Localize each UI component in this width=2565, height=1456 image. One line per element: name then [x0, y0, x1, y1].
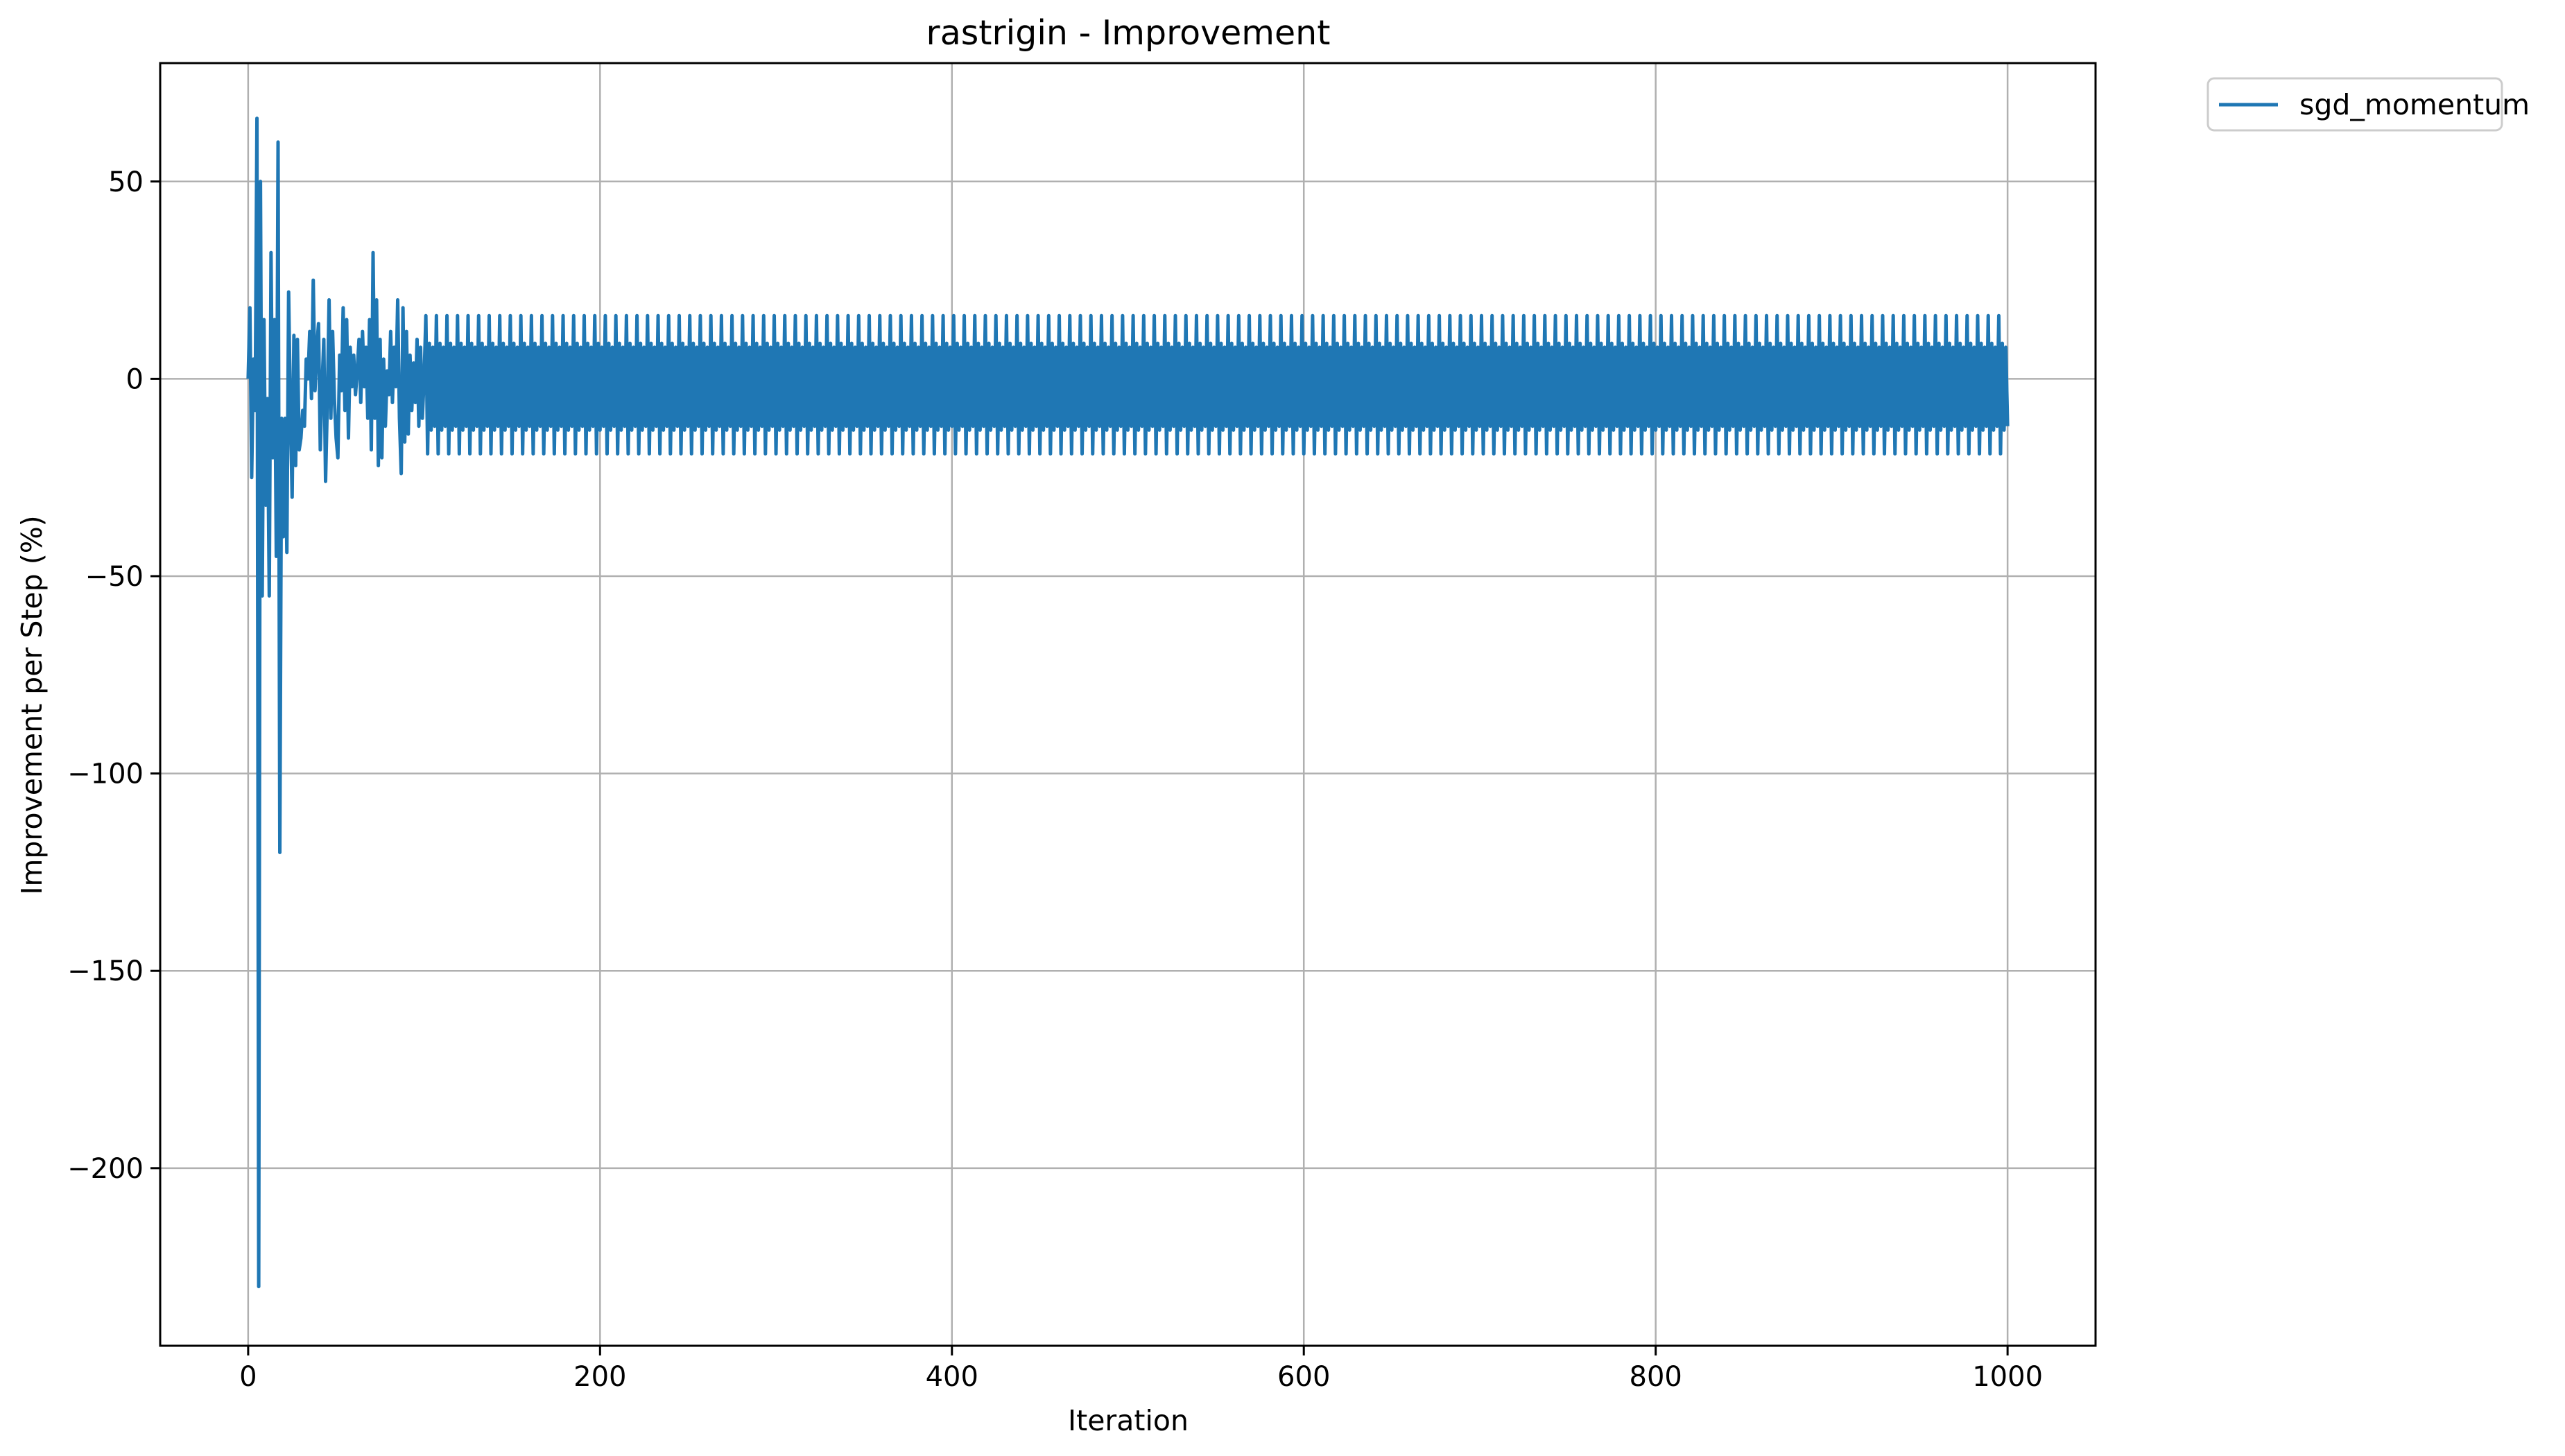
y-tick-label: 50	[108, 166, 144, 198]
y-axis-ticks: 50 0 −50 −100 −150 −200	[67, 166, 160, 1185]
y-axis-label: Improvement per Step (%)	[15, 515, 49, 894]
y-tick-label: −150	[67, 955, 144, 987]
x-axis-ticks: 0 200 400 600 800 1000	[239, 1346, 2043, 1393]
x-tick-label: 400	[926, 1361, 978, 1393]
plot-frame	[159, 62, 2097, 1347]
legend-frame	[2206, 77, 2503, 132]
x-tick-label: 1000	[1972, 1361, 2043, 1393]
x-tick-label: 200	[573, 1361, 626, 1393]
grid	[160, 63, 2096, 1346]
x-axis-label: Iteration	[1068, 1404, 1189, 1437]
x-tick-label: 0	[239, 1361, 257, 1393]
legend: sgd_momentum	[2206, 77, 2530, 132]
y-tick-label: −50	[85, 561, 144, 593]
series-layer	[246, 116, 2010, 1289]
y-tick-label: −100	[67, 759, 144, 790]
axes-frame	[159, 62, 2097, 1347]
legend-label-sgd-momentum: sgd_momentum	[2299, 88, 2530, 121]
y-tick-label: 0	[126, 363, 144, 395]
y-tick-label: −200	[67, 1153, 144, 1185]
chart-title: rastrigin - Improvement	[926, 13, 1331, 53]
x-tick-label: 800	[1630, 1361, 1682, 1393]
series-line-sgd-momentum	[246, 116, 2010, 1289]
x-tick-label: 600	[1277, 1361, 1330, 1393]
